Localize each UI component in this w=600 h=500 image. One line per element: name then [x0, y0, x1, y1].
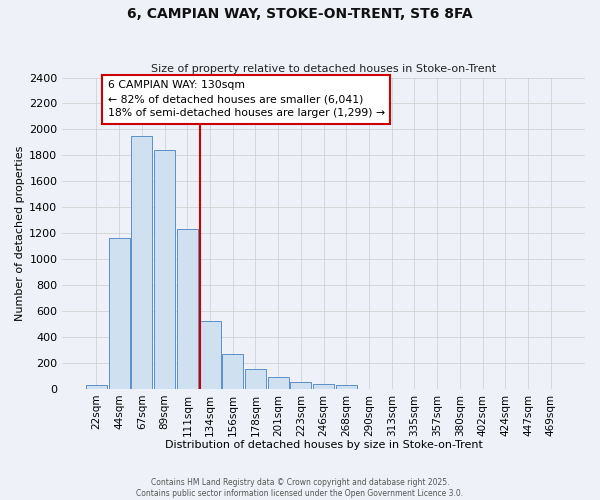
Title: Size of property relative to detached houses in Stoke-on-Trent: Size of property relative to detached ho… [151, 64, 496, 74]
Text: Contains HM Land Registry data © Crown copyright and database right 2025.
Contai: Contains HM Land Registry data © Crown c… [136, 478, 464, 498]
Bar [223, 354, 243, 389]
Bar [313, 384, 334, 389]
Bar [86, 385, 107, 389]
Bar [131, 136, 152, 389]
X-axis label: Distribution of detached houses by size in Stoke-on-Trent: Distribution of detached houses by size … [165, 440, 482, 450]
Bar [177, 230, 198, 389]
Text: 6, CAMPIAN WAY, STOKE-ON-TRENT, ST6 8FA: 6, CAMPIAN WAY, STOKE-ON-TRENT, ST6 8FA [127, 8, 473, 22]
Bar [336, 385, 357, 389]
Bar [200, 322, 221, 389]
Bar [245, 368, 266, 389]
Y-axis label: Number of detached properties: Number of detached properties [15, 146, 25, 321]
Bar [290, 382, 311, 389]
Bar [268, 377, 289, 389]
Text: 6 CAMPIAN WAY: 130sqm
← 82% of detached houses are smaller (6,041)
18% of semi-d: 6 CAMPIAN WAY: 130sqm ← 82% of detached … [108, 80, 385, 118]
Bar [154, 150, 175, 389]
Bar [109, 238, 130, 389]
